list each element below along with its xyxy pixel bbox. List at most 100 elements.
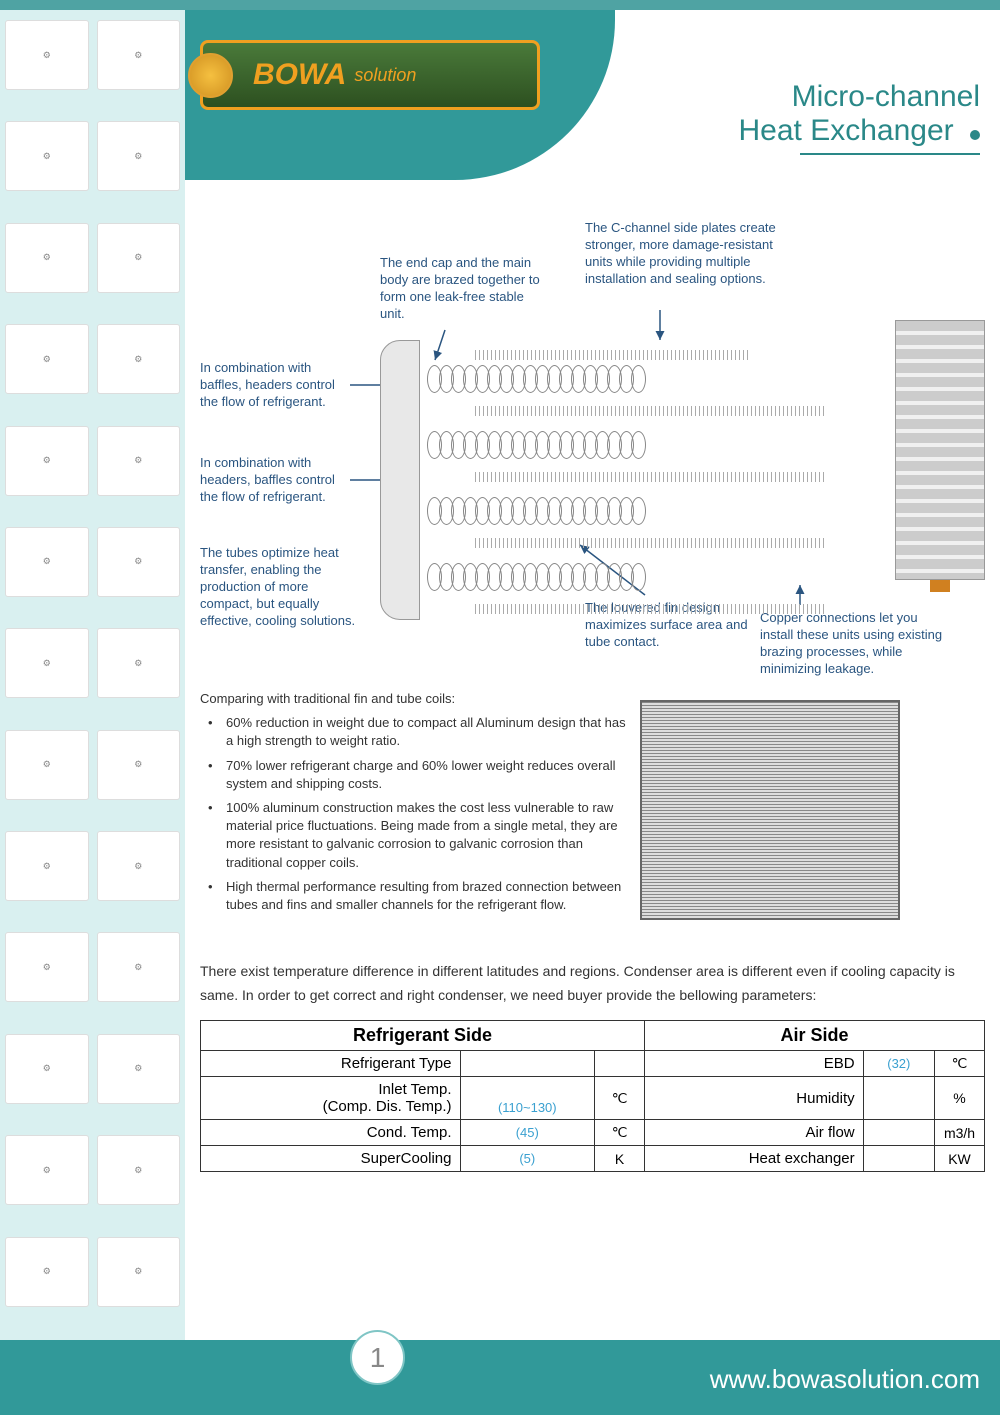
bullet-icon <box>970 130 980 140</box>
comparison-item: 60% reduction in weight due to compact a… <box>218 714 630 750</box>
page: ⚙ ⚙ ⚙ ⚙ ⚙ ⚙ ⚙ ⚙ ⚙ ⚙ ⚙ ⚙ ⚙ ⚙ ⚙ ⚙ ⚙ ⚙ ⚙ ⚙ … <box>0 0 1000 1415</box>
comparison-item: 100% aluminum construction makes the cos… <box>218 799 630 872</box>
cell: ℃ <box>595 1077 645 1120</box>
header: BOWA solution Micro-channel Heat Exchang… <box>185 10 1000 180</box>
cell: (110~130) <box>460 1077 595 1120</box>
exploded-diagram <box>380 340 780 630</box>
condenser-photo <box>640 700 900 920</box>
fin-strip <box>475 604 825 614</box>
sidebar-thumb: ⚙ <box>5 324 89 394</box>
logo-badge-icon <box>188 53 233 98</box>
callout-tubes: The tubes optimize heat transfer, enabli… <box>200 545 360 629</box>
sidebar-thumb: ⚙ <box>97 20 181 90</box>
sidebar-thumb: ⚙ <box>5 426 89 496</box>
sidebar-thumb: ⚙ <box>97 121 181 191</box>
sidebar-thumb: ⚙ <box>5 20 89 90</box>
cell: (32) <box>863 1051 934 1077</box>
coil-row <box>430 365 780 398</box>
logo-suffix: solution <box>354 65 416 86</box>
header-tube <box>380 340 420 620</box>
page-number: 1 <box>350 1330 405 1385</box>
coil-row <box>430 431 780 464</box>
sidebar-thumb: ⚙ <box>97 324 181 394</box>
copper-connector <box>930 580 950 592</box>
callout-copper: Copper connections let you install these… <box>760 610 945 678</box>
sidebar-thumb: ⚙ <box>97 1135 181 1205</box>
params-intro: There exist temperature difference in di… <box>200 960 985 1008</box>
callout-cchannel: The C-channel side plates create stronge… <box>585 220 785 288</box>
cell: KW <box>935 1146 985 1172</box>
comparison-heading: Comparing with traditional fin and tube … <box>200 690 630 708</box>
comparison-item: 70% lower refrigerant charge and 60% low… <box>218 757 630 793</box>
title-line2: Heat Exchanger <box>739 114 980 148</box>
sidebar-thumb: ⚙ <box>97 1237 181 1307</box>
top-bar <box>0 0 1000 10</box>
sidebar-thumb: ⚙ <box>5 831 89 901</box>
cell <box>460 1051 595 1077</box>
sidebar-thumb: ⚙ <box>97 1034 181 1104</box>
parameters-table: Refrigerant Side Air Side Refrigerant Ty… <box>200 1020 985 1172</box>
sidebar-thumb: ⚙ <box>5 932 89 1002</box>
sidebar-thumb: ⚙ <box>97 527 181 597</box>
fin-strip <box>475 406 825 416</box>
sidebar-thumb: ⚙ <box>97 223 181 293</box>
cell: Heat exchanger <box>645 1146 864 1172</box>
callout-endcap: The end cap and the main body are brazed… <box>380 255 550 323</box>
sidebar-thumb: ⚙ <box>5 527 89 597</box>
cell: m3/h <box>935 1120 985 1146</box>
cell <box>863 1146 934 1172</box>
cell: Cond. Temp. <box>201 1120 461 1146</box>
sidebar-thumb: ⚙ <box>97 426 181 496</box>
cell: EBD <box>645 1051 864 1077</box>
sidebar-thumb: ⚙ <box>5 628 89 698</box>
cell: Inlet Temp.(Comp. Dis. Temp.) <box>201 1077 461 1120</box>
cell: Refrigerant Type <box>201 1051 461 1077</box>
footer: www.bowasolution.com <box>0 1340 1000 1415</box>
fin-strip <box>475 472 825 482</box>
cell: (5) <box>460 1146 595 1172</box>
cell: (45) <box>460 1120 595 1146</box>
fin-strip <box>475 538 825 548</box>
footer-url: www.bowasolution.com <box>710 1364 980 1395</box>
logo: BOWA solution <box>200 40 540 110</box>
title-line1: Micro-channel <box>739 80 980 114</box>
product-sidebar: ⚙ ⚙ ⚙ ⚙ ⚙ ⚙ ⚙ ⚙ ⚙ ⚙ ⚙ ⚙ ⚙ ⚙ ⚙ ⚙ ⚙ ⚙ ⚙ ⚙ … <box>0 10 185 1340</box>
cell <box>595 1051 645 1077</box>
cell: K <box>595 1146 645 1172</box>
sidebar-thumb: ⚙ <box>5 1135 89 1205</box>
sidebar-thumb: ⚙ <box>5 1034 89 1104</box>
sidebar-thumb: ⚙ <box>5 223 89 293</box>
cell: ℃ <box>595 1120 645 1146</box>
fin-strip <box>475 350 750 360</box>
cell: % <box>935 1077 985 1120</box>
sidebar-thumb: ⚙ <box>5 1237 89 1307</box>
sidebar-thumb: ⚙ <box>5 730 89 800</box>
cell <box>863 1077 934 1120</box>
cell-l2: (Comp. Dis. Temp.) <box>323 1098 452 1115</box>
logo-text: BOWA <box>253 58 346 92</box>
cell-l1: Inlet Temp. <box>378 1081 451 1098</box>
sidebar-thumb: ⚙ <box>97 628 181 698</box>
assembled-exchanger <box>895 320 985 580</box>
sidebar-thumb: ⚙ <box>5 121 89 191</box>
cell: Humidity <box>645 1077 864 1120</box>
cell: Air flow <box>645 1120 864 1146</box>
cell: SuperCooling <box>201 1146 461 1172</box>
sidebar-thumb: ⚙ <box>97 831 181 901</box>
coil-row <box>430 497 780 530</box>
cell <box>863 1120 934 1146</box>
sidebar-thumb: ⚙ <box>97 730 181 800</box>
callout-headers: In combination with baffles, headers con… <box>200 360 350 411</box>
sidebar-thumb: ⚙ <box>97 932 181 1002</box>
comparison-section: Comparing with traditional fin and tube … <box>200 690 630 920</box>
table-header-left: Refrigerant Side <box>201 1021 645 1051</box>
header-banner: BOWA solution <box>185 10 615 180</box>
comparison-item: High thermal performance resulting from … <box>218 878 630 914</box>
cell: ℃ <box>935 1051 985 1077</box>
table-header-right: Air Side <box>645 1021 985 1051</box>
page-title: Micro-channel Heat Exchanger <box>739 80 980 155</box>
callout-baffles: In combination with headers, baffles con… <box>200 455 350 506</box>
title-line2-text: Heat Exchanger <box>739 114 954 147</box>
title-underline <box>800 153 980 155</box>
coil-row <box>430 563 780 596</box>
